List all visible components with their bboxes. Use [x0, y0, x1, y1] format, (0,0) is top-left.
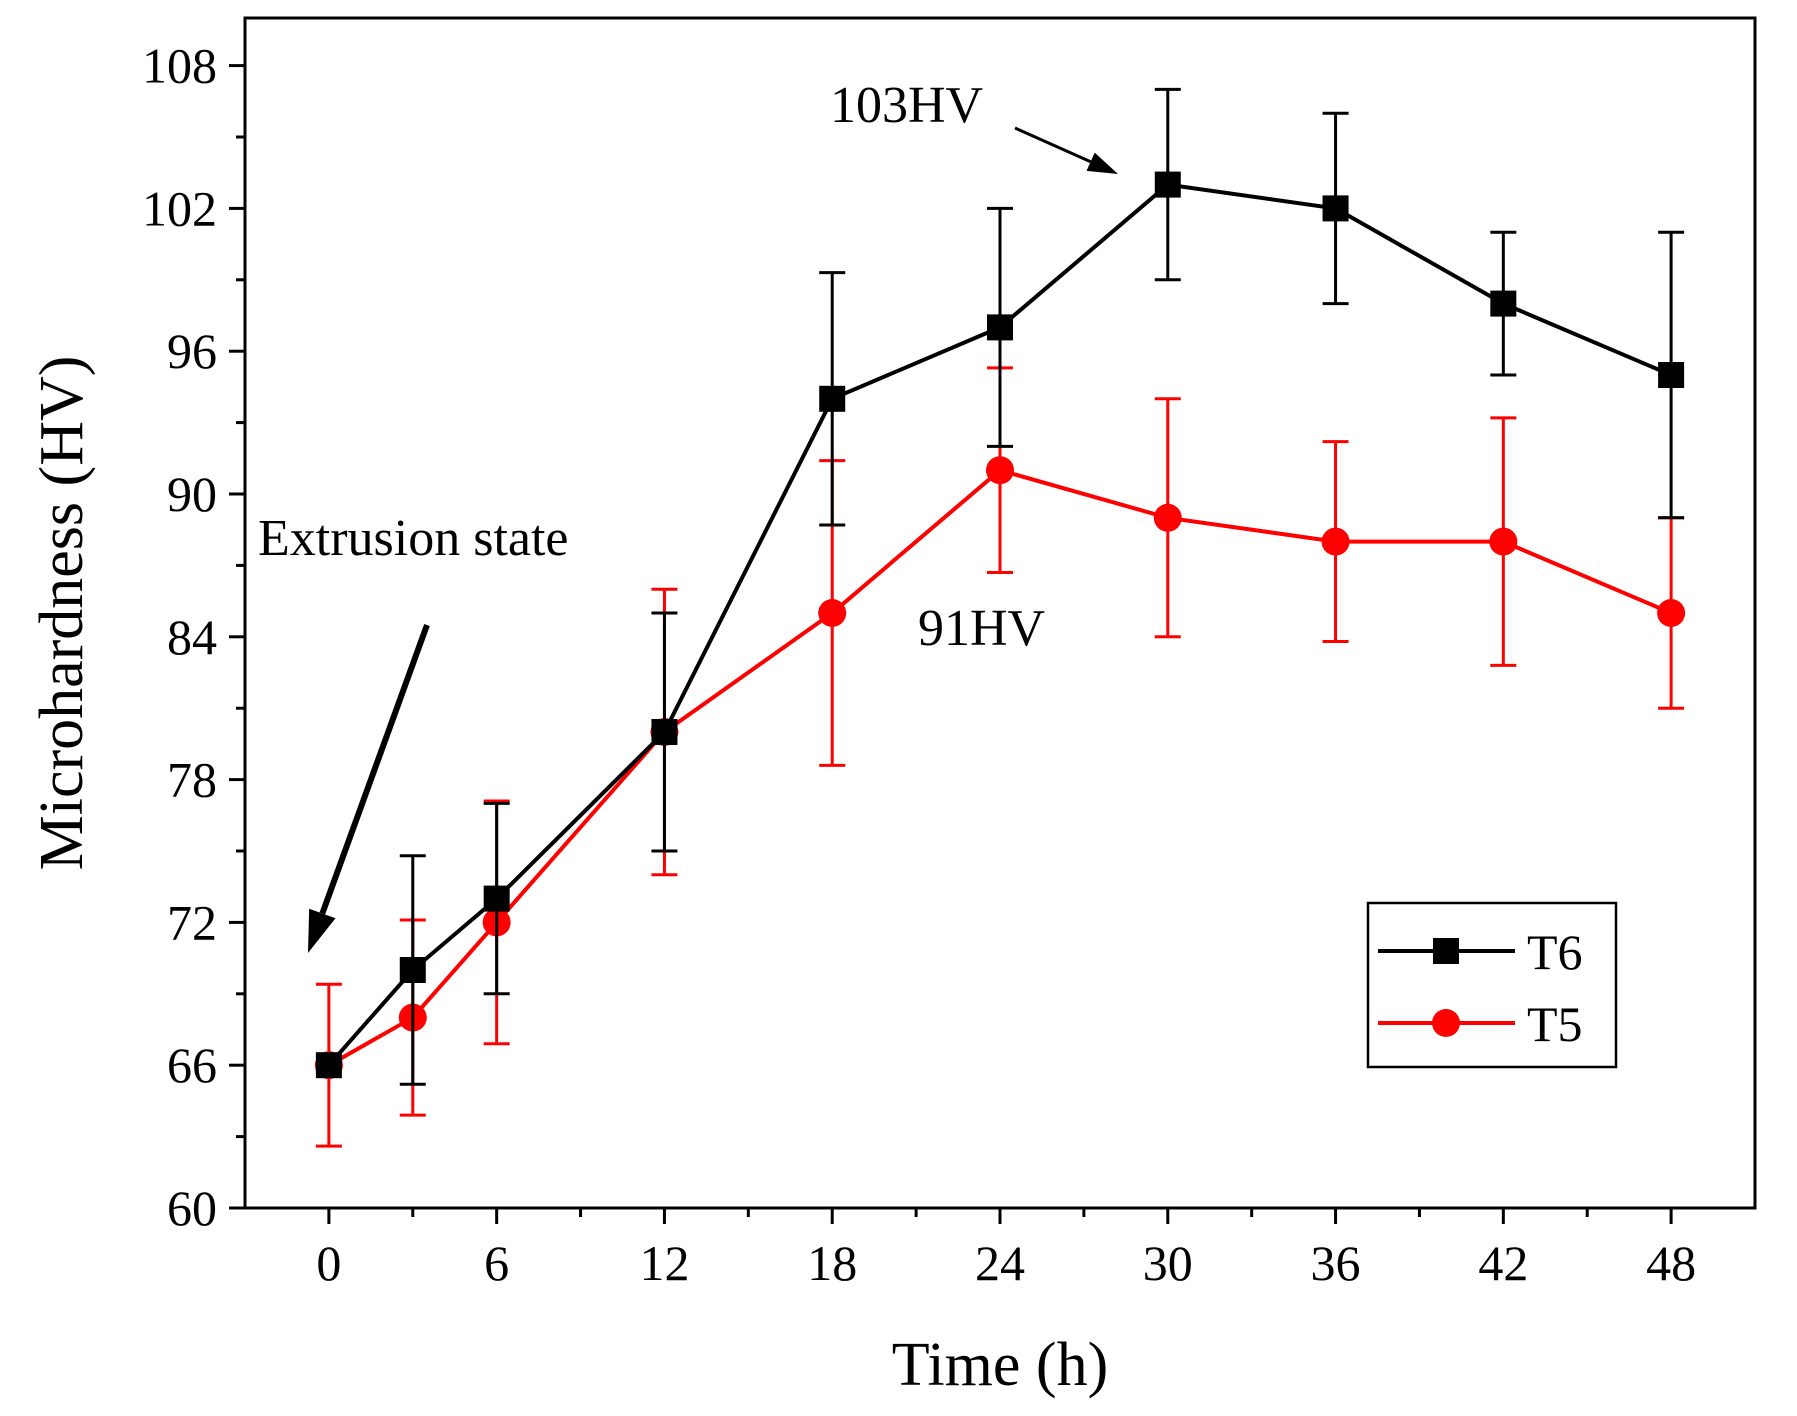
y-tick-label: 78 [167, 752, 217, 808]
data-point [399, 957, 426, 983]
annotation-peak-t6: 103HV [830, 77, 983, 134]
y-tick-label: 90 [167, 466, 217, 522]
series-line [327, 182, 1672, 1067]
x-tick-label: 48 [1646, 1235, 1696, 1291]
y-tick-label: 96 [167, 323, 217, 379]
x-tick-label: 30 [1143, 1235, 1193, 1291]
arrow-head [308, 908, 336, 953]
series-layer [314, 87, 1686, 1148]
data-point [1322, 195, 1349, 222]
data-point [1658, 362, 1685, 388]
x-tick-label: 6 [484, 1235, 509, 1291]
arrow-shaft [319, 623, 430, 915]
series-line [327, 467, 1672, 1067]
y-tick-label: 102 [142, 180, 217, 236]
x-tick-label: 42 [1478, 1235, 1528, 1291]
data-point [987, 314, 1013, 341]
data-point [1657, 599, 1686, 627]
x-tick-label: 18 [807, 1235, 857, 1291]
data-point [1153, 503, 1182, 532]
y-tick-label: 108 [142, 38, 217, 94]
data-point [651, 719, 678, 745]
arrow-shaft [1014, 126, 1092, 164]
data-point [315, 1052, 342, 1079]
x-axis-title: Time (h) [892, 1331, 1108, 1399]
data-point [1154, 171, 1181, 198]
axes: 0 6 12 18 24 30 36 42 48 60 66 72 78 84 90 96 102 108 [142, 38, 1696, 1291]
data-point [1489, 527, 1518, 556]
x-tick-label: 12 [639, 1235, 689, 1291]
data-point [818, 599, 847, 627]
data-point [483, 885, 510, 912]
data-point [1490, 290, 1517, 317]
legend-label: T6 [1527, 924, 1583, 980]
data-point [819, 385, 846, 412]
x-tick-label: 36 [1311, 1235, 1361, 1291]
y-tick-label: 66 [167, 1037, 217, 1093]
series-t6 [315, 87, 1685, 1086]
data-point [986, 456, 1014, 485]
data-point [1321, 527, 1350, 556]
annotation-peak-t5: 91HV [918, 600, 1045, 657]
arrow-head [1086, 152, 1118, 174]
y-tick-label: 72 [167, 894, 217, 950]
y-axis-title: Microhardness (HV) [28, 356, 96, 871]
x-tick-label: 0 [316, 1235, 341, 1291]
legend-item-t6: T6 [1378, 924, 1583, 980]
legend-marker [1432, 1009, 1460, 1037]
y-tick-label: 84 [167, 609, 217, 665]
legend-marker [1433, 938, 1459, 964]
x-tick-label: 24 [975, 1235, 1025, 1291]
legend-label: T5 [1527, 996, 1583, 1052]
legend-item-t5: T5 [1378, 996, 1583, 1052]
legend-box [1366, 901, 1618, 1069]
annotation-extrusion-state: Extrusion state [258, 510, 569, 567]
annotation-arrows [308, 126, 1118, 953]
y-tick-label: 60 [167, 1180, 217, 1236]
